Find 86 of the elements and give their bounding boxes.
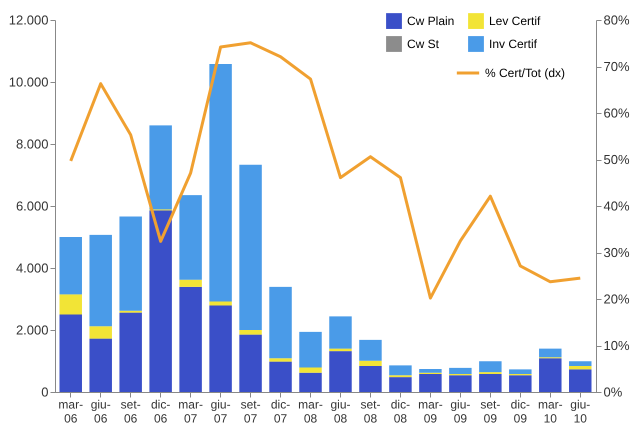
y2-tick-label: 0% [604, 384, 623, 400]
bar [509, 369, 532, 374]
bar [479, 374, 502, 392]
bar [299, 368, 322, 373]
bar [89, 326, 112, 339]
y2-tick-label: 70% [604, 59, 630, 74]
bar [269, 358, 292, 362]
y2-tick-label: 30% [604, 245, 630, 260]
bar [149, 210, 172, 392]
bar [449, 375, 472, 392]
bar [89, 338, 112, 392]
x-tick-label: giu-07 [210, 398, 231, 426]
x-tick-label: mar-07 [178, 398, 203, 426]
bar [179, 286, 202, 392]
legend-label: Lev Certif [489, 14, 542, 28]
bar [239, 334, 262, 392]
bar [119, 216, 142, 311]
x-tick-label: set-09 [480, 398, 500, 426]
bar [419, 369, 442, 373]
bar [539, 358, 562, 392]
bar [179, 195, 202, 280]
x-tick-label: dic-06 [150, 398, 170, 426]
y2-tick-label: 50% [604, 152, 630, 167]
legend-label: Inv Certif [489, 37, 538, 51]
bar [299, 332, 322, 368]
x-tick-label: set-06 [120, 398, 141, 426]
y2-tick-label: 60% [604, 106, 630, 120]
bar [509, 375, 532, 392]
bar [179, 280, 202, 287]
bar [59, 237, 82, 294]
x-tick-label: giu-09 [450, 398, 470, 426]
legend-label: Cw Plain [407, 14, 454, 28]
y-tick-label: 6.000 [16, 198, 48, 214]
bar [59, 294, 82, 314]
x-tick-label: mar-10 [538, 398, 563, 426]
y-tick-label: 8.000 [16, 136, 48, 152]
bar [359, 366, 382, 392]
bar [539, 348, 562, 358]
bar [329, 351, 352, 392]
bar [299, 372, 322, 392]
bar [119, 312, 142, 392]
bar [209, 306, 232, 392]
x-tick-label: mar-06 [58, 398, 84, 426]
bar [569, 369, 592, 392]
y-tick-label: 4.000 [16, 260, 48, 276]
line-series [69, 41, 582, 300]
bar [569, 361, 592, 366]
bar [269, 286, 292, 358]
bar [449, 368, 472, 374]
bar [149, 125, 172, 210]
x-tick-label: dic-09 [510, 398, 530, 426]
bar [209, 64, 232, 302]
y-tick-label: 12.000 [8, 12, 48, 28]
bar [209, 301, 232, 306]
bar [359, 360, 382, 366]
bar [359, 340, 382, 361]
x-tick-label: giu-08 [330, 398, 350, 426]
bar [239, 330, 262, 335]
y2-tick-label: 40% [604, 198, 630, 214]
x-tick-label: set-08 [360, 398, 380, 426]
x-tick-label: giu-10 [570, 398, 590, 426]
bar [419, 374, 442, 392]
bar [389, 377, 412, 392]
legend-label: Cw St [407, 37, 440, 51]
x-tick-label: mar-08 [298, 398, 323, 426]
x-tick-label: set-07 [240, 398, 261, 426]
bar [389, 365, 412, 376]
bar [59, 314, 82, 392]
legend-label: % Cert/Tot (dx) [485, 66, 566, 80]
x-tick-label: mar-09 [418, 398, 443, 426]
y2-tick-label: 80% [604, 12, 630, 28]
x-tick-label: dic-08 [390, 398, 410, 426]
x-tick-label: dic-07 [270, 398, 290, 426]
bar [329, 348, 352, 352]
y-tick-label: 0 [41, 384, 48, 400]
bar [479, 361, 502, 372]
y-tick-label: 2.000 [16, 322, 48, 338]
bar [239, 164, 262, 330]
y2-tick-label: 20% [604, 292, 630, 306]
y-tick-label: 10.000 [8, 74, 48, 90]
bar [329, 316, 352, 349]
bar [569, 366, 592, 370]
bar [89, 234, 112, 326]
x-tick-label: giu-06 [90, 398, 111, 426]
y2-tick-label: 10% [604, 338, 630, 353]
bar [269, 362, 292, 392]
